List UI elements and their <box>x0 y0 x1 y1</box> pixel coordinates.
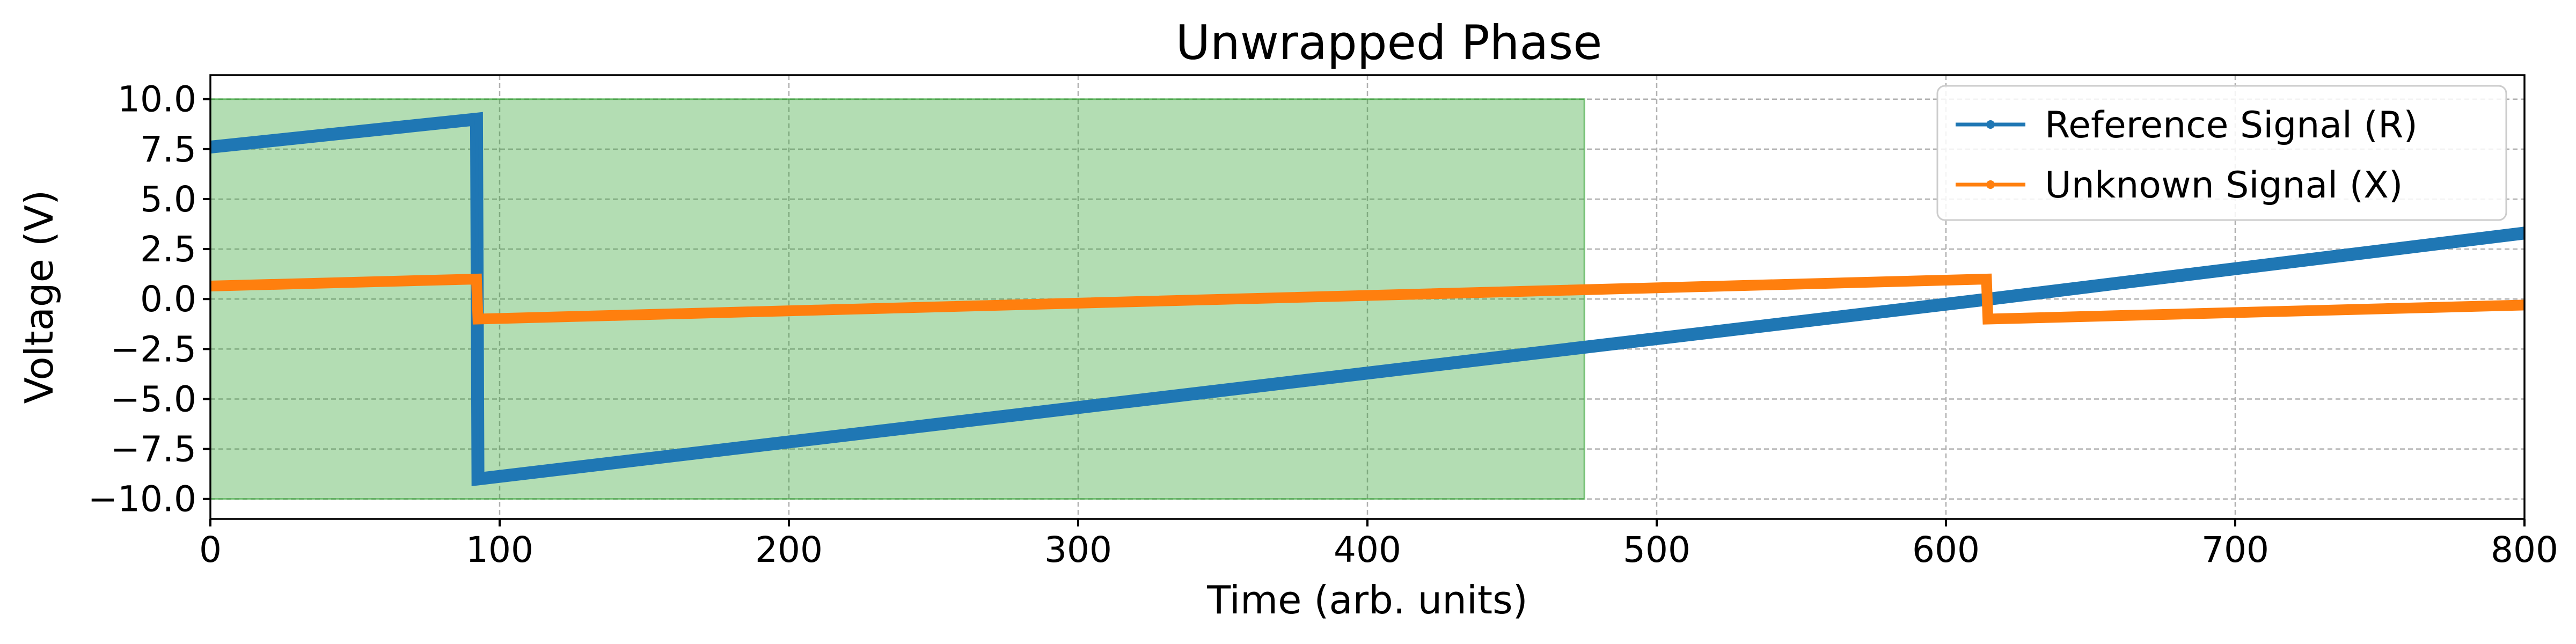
y-tick-label: −2.5 <box>111 328 196 370</box>
x-tick-label: 0 <box>199 529 222 570</box>
series-jump <box>1985 279 1990 319</box>
x-axis-label: Time (arb. units) <box>1206 577 1527 623</box>
legend-label: Reference Signal (R) <box>2045 104 2418 147</box>
y-tick-label: 0.0 <box>140 279 196 320</box>
series-line <box>209 112 2526 487</box>
series-jump <box>474 279 480 319</box>
legend-box <box>1936 85 2507 221</box>
x-tick-label: 100 <box>466 529 533 570</box>
x-tick-label: 800 <box>2491 529 2558 570</box>
x-tick-label: 200 <box>755 529 823 570</box>
x-tick-label: 500 <box>1623 529 1690 570</box>
legend-marker <box>1986 180 1995 189</box>
y-tick-label: 10.0 <box>118 79 196 120</box>
x-tick-label: 300 <box>1044 529 1112 570</box>
series-layer <box>209 112 2526 487</box>
y-tick-label: −10.0 <box>88 479 196 520</box>
y-tick-label: 2.5 <box>140 229 196 270</box>
y-tick-label: −7.5 <box>111 429 196 470</box>
legend: Reference Signal (R) Unknown Signal (X) <box>1936 85 2507 221</box>
y-tick-label: 7.5 <box>140 129 196 170</box>
legend-marker <box>1986 120 1995 129</box>
legend-label: Unknown Signal (X) <box>2045 164 2403 207</box>
series-line <box>210 273 2525 325</box>
series-unknown <box>210 273 2525 325</box>
x-tick-label: 400 <box>1334 529 1401 570</box>
x-tick-label: 700 <box>2201 529 2269 570</box>
y-tick-label: 5.0 <box>140 179 196 220</box>
ticks: 0 100 200 300 400 500 600 700 800 10.0 7.5 5.0 2.5 0.… <box>88 79 2558 570</box>
y-axis-label: Voltage (V) <box>17 190 62 404</box>
chart-title: Unwrapped Phase <box>1176 15 1602 70</box>
x-tick-label: 600 <box>1912 529 1980 570</box>
y-tick-label: −5.0 <box>111 378 196 420</box>
